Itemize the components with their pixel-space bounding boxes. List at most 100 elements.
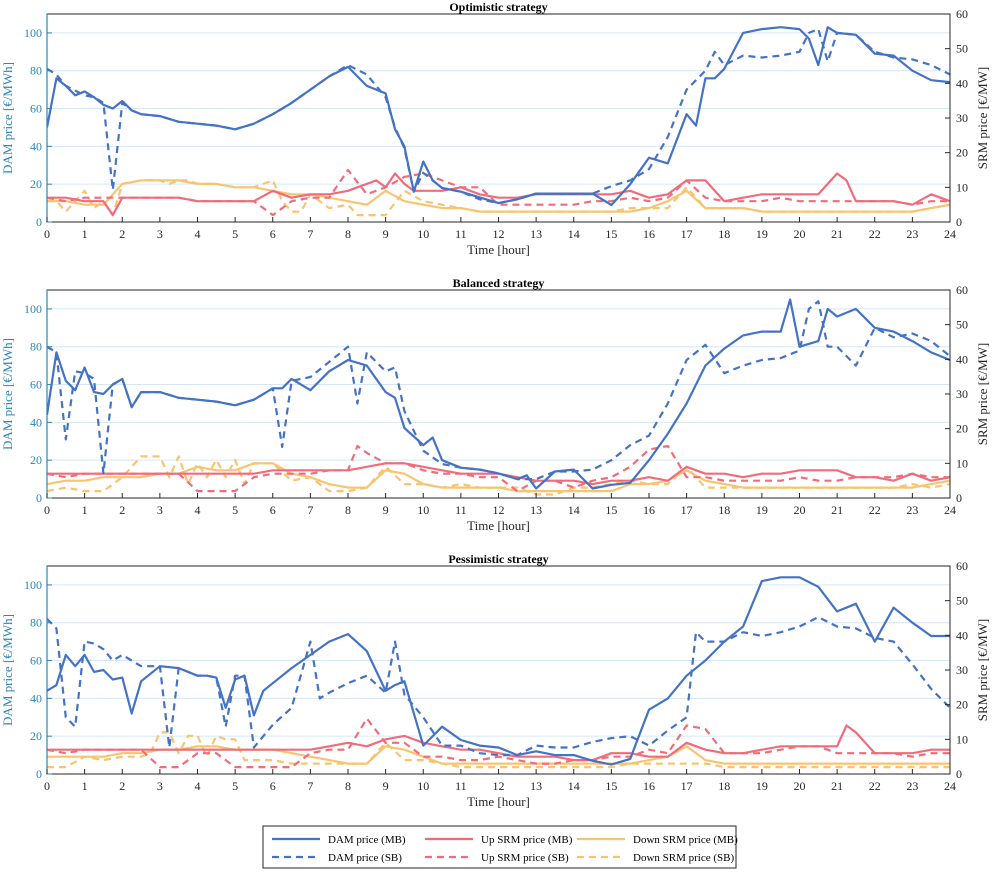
x-tick-label: 14 [568, 227, 580, 241]
x-tick-label: 8 [345, 503, 351, 517]
series-group [47, 298, 950, 496]
x-tick-label: 19 [756, 503, 768, 517]
x-tick-label: 11 [455, 227, 467, 241]
x-tick-label: 8 [345, 779, 351, 793]
x-tick-label: 21 [831, 503, 843, 517]
left-tick-label: 20 [30, 729, 42, 743]
axes-box [46, 13, 951, 223]
left-tick-label: 40 [30, 415, 42, 429]
x-tick-label: 15 [605, 503, 617, 517]
right-tick-label: 40 [956, 76, 968, 90]
legend-label-down-srm-price-sb: Down SRM price (SB) [633, 852, 734, 864]
legend: DAM price (MB) Up SRM price (MB) Down SRM … [262, 825, 738, 869]
series-line-dam-price-sb [47, 28, 950, 205]
legend-label-down-srm-price-mb: Down SRM price (MB) [633, 834, 738, 846]
x-tick-label: 6 [270, 503, 276, 517]
x-tick-label: 6 [270, 227, 276, 241]
series-line-down-srm-price-mb [47, 745, 950, 765]
x-tick-label: 17 [681, 503, 693, 517]
right-tick-label: 20 [956, 146, 968, 160]
series-line-dam-price-mb [47, 26, 950, 207]
x-tick-label: 13 [530, 503, 542, 517]
right-tick-label: 40 [956, 628, 968, 642]
x-tick-label: 11 [455, 503, 467, 517]
left-tick-label: 40 [30, 139, 42, 153]
left-tick-label: 60 [30, 378, 42, 392]
x-tick-label: 14 [568, 503, 580, 517]
series-line-dam-price-sb [47, 615, 950, 757]
right-tick-label: 60 [956, 283, 968, 297]
x-tick-label: 9 [383, 227, 389, 241]
x-tick-label: 20 [794, 503, 806, 517]
x-tick-label: 18 [718, 227, 730, 241]
x-tick-label: 24 [944, 779, 956, 793]
right-tick-label: 10 [956, 180, 968, 194]
x-tick-label: 16 [643, 227, 655, 241]
legend-box [262, 825, 737, 869]
x-tick-label: 24 [944, 503, 956, 517]
x-tick-label: 2 [119, 227, 125, 241]
x-tick-label: 17 [681, 227, 693, 241]
right-tick-label: 50 [956, 318, 968, 332]
x-tick-label: 10 [417, 779, 429, 793]
series-line-down-srm-price-mb [47, 462, 950, 493]
series-group [47, 576, 950, 769]
x-tick-label: 22 [869, 227, 881, 241]
x-tick-label: 18 [718, 503, 730, 517]
x-tick-label: 5 [232, 779, 238, 793]
left-y-axis-label: DAM price [€/MWh] [0, 62, 15, 174]
x-tick-label: 23 [906, 503, 918, 517]
x-tick-label: 19 [756, 227, 768, 241]
legend-label-up-srm-price-sb: Up SRM price (SB) [481, 852, 569, 864]
x-tick-label: 1 [82, 503, 88, 517]
x-tick-label: 9 [383, 503, 389, 517]
x-tick-label: 0 [44, 227, 50, 241]
left-tick-label: 60 [30, 654, 42, 668]
x-tick-label: 4 [195, 503, 201, 517]
right-tick-label: 10 [956, 732, 968, 746]
left-tick-label: 20 [30, 177, 42, 191]
legend-label-up-srm-price-mb: Up SRM price (MB) [481, 834, 573, 846]
x-tick-label: 20 [794, 779, 806, 793]
series-line-dam-price-sb [47, 300, 950, 481]
left-tick-label: 100 [24, 26, 42, 40]
chart-title: Pessimistic strategy [448, 552, 548, 566]
x-tick-label: 20 [794, 227, 806, 241]
x-tick-label: 6 [270, 779, 276, 793]
series-line-up-srm-price-sb [47, 168, 950, 217]
left-tick-label: 80 [30, 340, 42, 354]
x-tick-label: 16 [643, 503, 655, 517]
right-tick-label: 50 [956, 594, 968, 608]
x-tick-label: 2 [119, 503, 125, 517]
series-line-down-srm-price-mb [47, 179, 950, 213]
x-tick-label: 10 [417, 227, 429, 241]
right-tick-label: 30 [956, 387, 968, 401]
left-tick-label: 0 [36, 767, 42, 781]
right-tick-label: 60 [956, 559, 968, 573]
x-tick-label: 11 [455, 779, 467, 793]
x-tick-label: 0 [44, 779, 50, 793]
x-tick-label: 5 [232, 503, 238, 517]
series-line-up-srm-price-sb [47, 444, 950, 493]
series-line-up-srm-price-sb [47, 717, 950, 769]
x-tick-label: 7 [307, 227, 313, 241]
x-tick-label: 3 [157, 227, 163, 241]
x-tick-label: 24 [944, 227, 956, 241]
x-tick-label: 0 [44, 503, 50, 517]
series-line-down-srm-price-sb [47, 455, 950, 496]
series-line-dam-price-mb [47, 576, 950, 766]
right-tick-label: 40 [956, 352, 968, 366]
x-tick-label: 23 [906, 779, 918, 793]
left-tick-label: 100 [24, 578, 42, 592]
x-tick-label: 23 [906, 227, 918, 241]
x-tick-label: 17 [681, 779, 693, 793]
right-tick-label: 30 [956, 111, 968, 125]
x-tick-label: 12 [493, 779, 505, 793]
left-tick-label: 100 [24, 302, 42, 316]
left-tick-label: 0 [36, 491, 42, 505]
x-tick-label: 7 [307, 503, 313, 517]
x-tick-label: 21 [831, 227, 843, 241]
right-tick-label: 50 [956, 42, 968, 56]
